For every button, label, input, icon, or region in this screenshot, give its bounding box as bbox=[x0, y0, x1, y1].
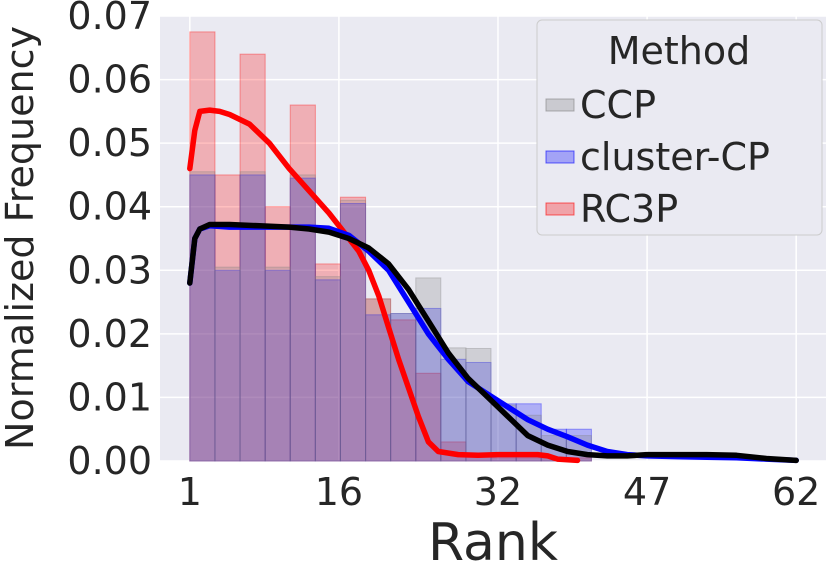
hist-bar bbox=[365, 298, 392, 462]
hist-bar bbox=[189, 171, 216, 462]
legend-title: Method bbox=[608, 29, 751, 73]
hist-bar bbox=[214, 269, 241, 462]
legend-label-ccp: CCP bbox=[580, 83, 656, 127]
x-tick-label: 47 bbox=[623, 470, 671, 514]
legend-swatch-rc3p bbox=[545, 202, 575, 216]
y-tick-label: 0.07 bbox=[67, 0, 152, 38]
hist-bar bbox=[264, 206, 291, 462]
kde-line-rc3p bbox=[187, 107, 581, 464]
hist-series-rc3p bbox=[189, 31, 592, 462]
y-tick-label: 0.03 bbox=[67, 248, 152, 292]
hist-bar bbox=[365, 314, 392, 462]
legend-swatch-ccp bbox=[545, 98, 575, 112]
hist-bar bbox=[264, 266, 291, 462]
hist-series-cluster-cp bbox=[189, 174, 592, 462]
y-tick-label: 0.06 bbox=[67, 58, 152, 102]
hist-bar bbox=[390, 313, 417, 462]
y-tick-label: 0.01 bbox=[67, 375, 152, 419]
y-tick-labels: 0.00 0.01 0.02 0.03 0.04 0.05 0.06 0.07 bbox=[67, 0, 152, 483]
x-tick-label: 1 bbox=[178, 470, 202, 514]
histogram-bars bbox=[189, 31, 592, 462]
kde-lines bbox=[187, 107, 799, 464]
hist-bar bbox=[515, 457, 542, 462]
legend: Method CCP cluster-CP RC3P bbox=[536, 19, 823, 236]
x-axis-label: Rank bbox=[428, 513, 558, 564]
hist-bar bbox=[314, 263, 341, 462]
legend-label-rc3p: RC3P bbox=[580, 187, 678, 231]
y-tick-label: 0.02 bbox=[67, 312, 152, 356]
legend-label-cluster-cp: cluster-CP bbox=[580, 135, 770, 179]
hist-bar bbox=[239, 171, 266, 462]
hist-bar bbox=[314, 279, 341, 462]
x-tick-label: 32 bbox=[474, 470, 522, 514]
x-tick-label: 62 bbox=[772, 470, 820, 514]
hist-bar bbox=[490, 457, 517, 462]
y-axis-label: Normalized Frequency bbox=[0, 26, 42, 450]
legend-box bbox=[536, 19, 823, 236]
hist-bar bbox=[314, 276, 341, 462]
y-tick-label: 0.04 bbox=[67, 185, 152, 229]
hist-bar bbox=[264, 269, 291, 462]
legend-swatch-cluster-cp bbox=[545, 150, 575, 164]
kde-line-ccp bbox=[187, 221, 799, 464]
hist-bar bbox=[214, 266, 241, 462]
y-tick-label: 0.05 bbox=[67, 121, 152, 165]
hist-bar bbox=[465, 347, 492, 462]
hist-bar bbox=[390, 313, 417, 462]
y-tick-label: 0.00 bbox=[67, 439, 152, 483]
hist-bar bbox=[289, 104, 316, 462]
x-tick-label: 16 bbox=[315, 470, 363, 514]
hist-bar bbox=[289, 174, 316, 462]
x-tick-labels: 1 16 32 47 62 bbox=[178, 470, 821, 514]
